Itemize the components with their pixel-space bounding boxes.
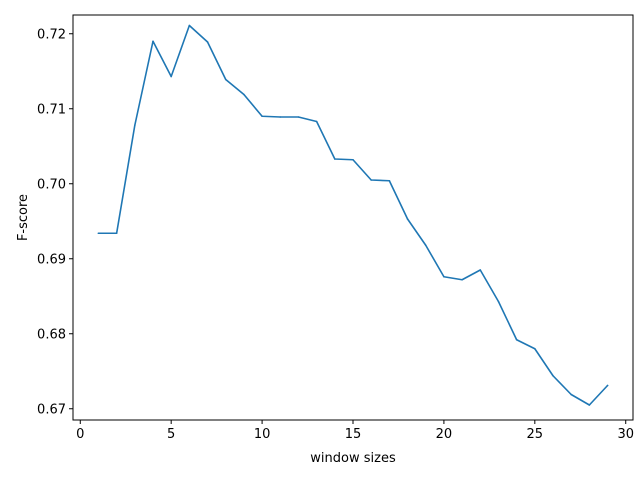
data-point (552, 374, 554, 377)
data-point (497, 300, 500, 303)
data-point (243, 93, 245, 96)
data-point (279, 116, 282, 118)
y-tick-label: 0.69 (37, 252, 66, 267)
y-axis: 0.67 0.68 0.69 0.70 0.71 0.72 (37, 27, 73, 417)
x-tick-label: 10 (254, 427, 271, 442)
data-point (606, 384, 609, 387)
y-tick-label: 0.72 (37, 27, 66, 42)
data-point (461, 278, 463, 281)
data-point (424, 244, 427, 247)
data-point (170, 75, 172, 78)
data-point (534, 347, 536, 350)
x-tick-label: 30 (617, 427, 634, 442)
data-point (134, 124, 136, 127)
data-point (406, 218, 409, 220)
y-tick-label: 0.67 (37, 402, 66, 417)
y-axis-label: F-score (16, 194, 31, 241)
data-point (152, 40, 154, 43)
x-tick-label: 20 (436, 427, 453, 442)
data-point (261, 115, 263, 118)
y-tick-label: 0.71 (37, 102, 66, 117)
x-tick-label: 0 (76, 427, 84, 442)
data-point (479, 269, 482, 271)
x-axis-label: window sizes (310, 451, 396, 466)
plot-frame (72, 14, 634, 421)
series-group (97, 24, 609, 406)
data-point (588, 404, 591, 406)
data-point (515, 338, 518, 341)
data-point (115, 232, 118, 235)
y-tick-label: 0.70 (37, 177, 66, 192)
data-point (352, 158, 354, 161)
x-tick-label: 5 (167, 427, 175, 442)
plot-area (73, 15, 633, 420)
data-point (224, 78, 227, 81)
data-point (188, 24, 191, 27)
x-tick-label: 15 (345, 427, 362, 442)
data-point (334, 158, 336, 160)
data-point (570, 393, 572, 396)
data-point (297, 116, 300, 118)
data-point (388, 179, 391, 182)
data-point (370, 179, 372, 181)
x-tick-label: 25 (527, 427, 544, 442)
data-point (206, 41, 209, 43)
data-point (315, 120, 318, 123)
x-axis: 0 5 10 15 20 25 30 (76, 420, 634, 442)
y-tick-label: 0.68 (37, 327, 66, 342)
data-point (443, 275, 445, 278)
data-point (97, 232, 100, 235)
